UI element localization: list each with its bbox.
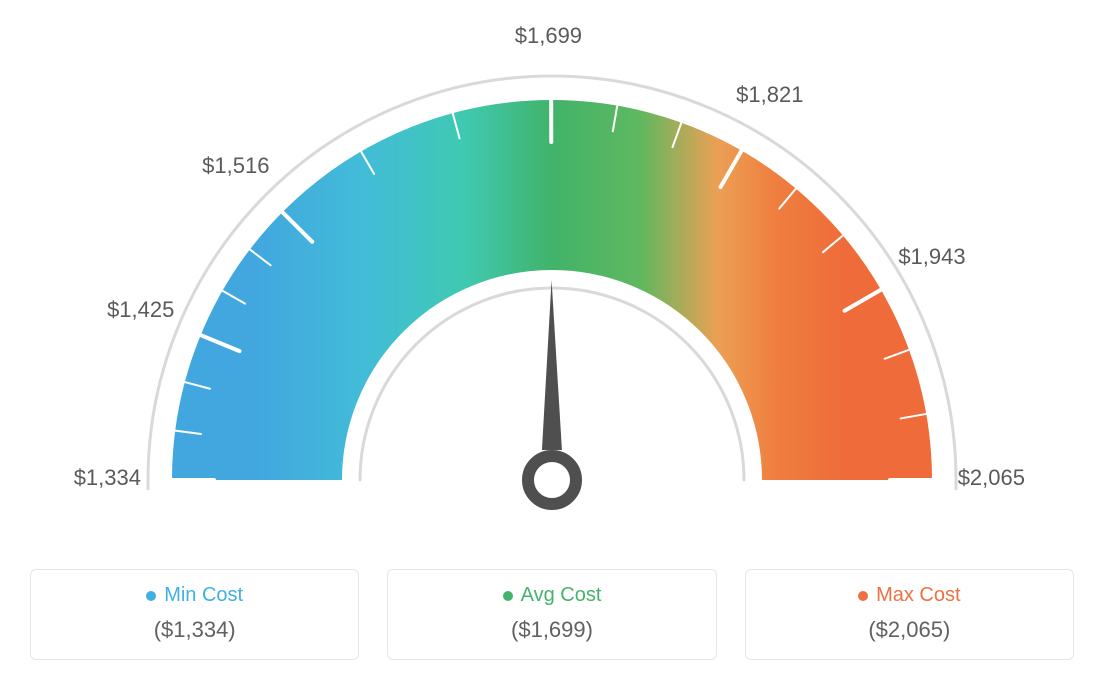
legend-title-max-text: Max Cost: [876, 584, 960, 607]
legend-title-min: Min Cost: [146, 584, 243, 607]
gauge-tick-label: $1,516: [202, 153, 269, 179]
legend-value-max: ($2,065): [756, 617, 1063, 643]
legend-title-avg: Avg Cost: [503, 584, 602, 607]
gauge-tick-label: $1,943: [898, 244, 965, 270]
legend-title-max: Max Cost: [858, 584, 960, 607]
gauge-tick-label: $1,821: [736, 82, 803, 108]
legend-card-avg: Avg Cost ($1,699): [387, 569, 716, 660]
legend-dot-min: [146, 591, 156, 601]
legend-title-min-text: Min Cost: [164, 584, 243, 607]
gauge-tick-label: $2,065: [958, 465, 1025, 491]
legend-card-min: Min Cost ($1,334): [30, 569, 359, 660]
gauge-tick-label: $1,425: [107, 297, 174, 323]
cost-gauge-widget: $1,334 $1,425 $1,516 $1,699 $1,821 $1,943 $2,0…: [0, 0, 1104, 690]
legend-card-max: Max Cost ($2,065): [745, 569, 1074, 660]
gauge-tick-label: $1,334: [74, 465, 141, 491]
gauge-tick-label: $1,699: [515, 23, 582, 49]
legend-row: Min Cost ($1,334) Avg Cost ($1,699) Max …: [30, 569, 1074, 660]
legend-value-min: ($1,334): [41, 617, 348, 643]
legend-title-avg-text: Avg Cost: [521, 584, 602, 607]
gauge-stage: $1,334 $1,425 $1,516 $1,699 $1,821 $1,943 $2,0…: [0, 0, 1104, 560]
legend-value-avg: ($1,699): [398, 617, 705, 643]
legend-dot-avg: [503, 591, 513, 601]
gauge-svg: [0, 0, 1104, 560]
legend-dot-max: [858, 591, 868, 601]
